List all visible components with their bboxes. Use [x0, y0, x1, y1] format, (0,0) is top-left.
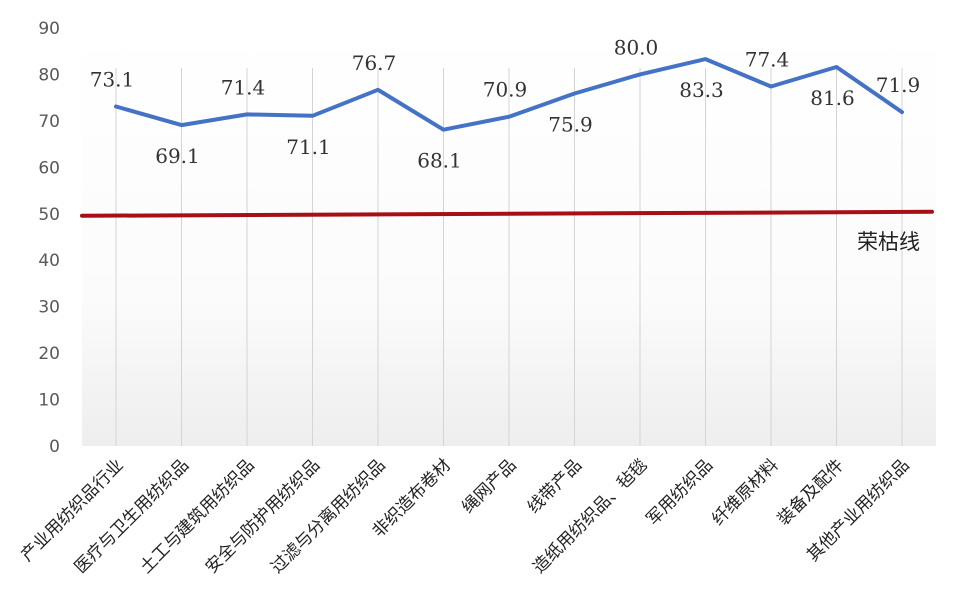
- data-label: 69.1: [155, 144, 200, 168]
- data-label: 83.3: [679, 78, 724, 102]
- y-tick-label: 50: [38, 205, 60, 225]
- x-tick-label: 绳网产品: [458, 455, 520, 517]
- data-label: 77.4: [745, 48, 790, 72]
- y-tick-label: 0: [49, 437, 60, 457]
- data-label: 71.4: [221, 75, 266, 99]
- y-tick-label: 90: [38, 19, 60, 39]
- data-label: 71.9: [876, 73, 921, 97]
- series-line: [114, 57, 904, 132]
- data-label: 71.1: [286, 135, 331, 159]
- data-label: 68.1: [417, 149, 462, 173]
- data-label: 81.6: [810, 86, 855, 110]
- data-label: 76.7: [352, 51, 397, 75]
- y-tick-label: 30: [38, 298, 60, 318]
- reference-line: [80, 209, 934, 218]
- data-label: 70.9: [483, 78, 528, 102]
- y-tick-label: 20: [38, 344, 60, 364]
- x-tick-label: 过滤与分离用纺织品: [267, 455, 389, 577]
- x-tick-label: 军用纺织品: [643, 455, 717, 529]
- reference-line-label: 荣枯线: [857, 230, 920, 254]
- data-label: 80.0: [614, 35, 659, 59]
- y-tick-label: 40: [38, 251, 60, 271]
- x-tick-label: 纤维原材料: [708, 455, 782, 529]
- x-tick-label: 线带产品: [524, 455, 586, 517]
- y-tick-label: 70: [38, 112, 60, 132]
- y-tick-label: 10: [38, 391, 60, 411]
- x-tick-label: 安全与防护用纺织品: [202, 455, 324, 577]
- x-tick-label: 医疗与卫生用纺织品: [71, 455, 193, 577]
- y-tick-label: 60: [38, 158, 60, 178]
- x-tick-label: 土工与建筑用纺织品: [136, 455, 258, 577]
- x-tick-label: 造纸用纺织品、毡毯: [529, 455, 651, 577]
- data-label: 73.1: [90, 67, 135, 91]
- data-label: 75.9: [548, 112, 593, 136]
- y-tick-label: 80: [38, 65, 60, 85]
